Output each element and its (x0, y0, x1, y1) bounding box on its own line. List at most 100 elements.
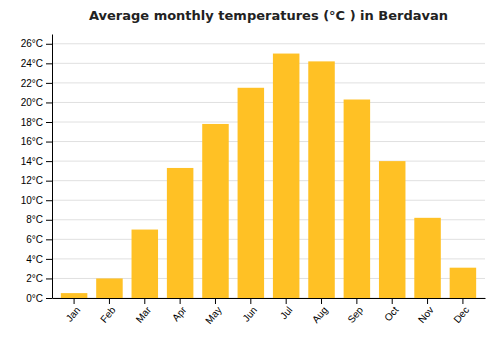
y-tick-mark (46, 298, 52, 299)
y-tick-label: 16°C (21, 136, 43, 147)
y-tick-label: 26°C (21, 38, 43, 49)
y-tick-label: 20°C (21, 97, 43, 108)
grid-line (52, 43, 485, 44)
x-tick-mark (215, 298, 216, 304)
grid-line (52, 122, 485, 123)
x-tick: May (203, 298, 224, 326)
x-tick: Jan (64, 298, 83, 324)
x-tick-mark (427, 298, 428, 304)
grid-line (52, 200, 485, 201)
x-tick: Jun (240, 298, 259, 324)
x-tick: Mar (134, 298, 154, 325)
y-tick-mark (46, 239, 52, 240)
y-tick-label: 2°C (26, 273, 43, 284)
y-tick: 24°C (21, 58, 52, 69)
x-tick-label: Jun (240, 304, 259, 323)
bar (379, 161, 406, 298)
y-tick: 12°C (21, 175, 52, 186)
bars (61, 54, 476, 298)
x-axis-line (53, 298, 486, 299)
x-tick-mark (250, 298, 251, 304)
x-tick: Oct (382, 298, 401, 323)
y-tick: 2°C (26, 273, 52, 284)
x-tick-label: Feb (98, 304, 118, 325)
x-axis: Jan Feb Mar Apr May Jun Jul Aug Sep Oct Nov Dec (53, 298, 486, 326)
bar (167, 168, 194, 298)
x-tick: Aug (310, 298, 330, 325)
y-tick: 26°C (21, 38, 52, 49)
grid-line (52, 180, 485, 181)
x-tick-label: Sep (345, 304, 365, 325)
grid-line (52, 63, 485, 64)
y-tick: 6°C (26, 234, 52, 245)
bar (414, 218, 441, 298)
bar (61, 293, 88, 298)
title: Average monthly temperatures (°C ) in Be… (89, 8, 448, 23)
y-tick-mark (46, 200, 52, 201)
y-tick-label: 18°C (21, 117, 43, 128)
x-tick: Apr (170, 298, 189, 323)
x-tick-mark (74, 298, 75, 304)
y-tick-mark (46, 83, 52, 84)
bar (132, 230, 159, 298)
x-tick: Nov (416, 298, 436, 325)
grid-line (52, 161, 485, 162)
x-tick: Dec (451, 298, 471, 325)
bar (344, 100, 371, 298)
y-tick: 22°C (21, 78, 52, 89)
x-tick-mark (109, 298, 110, 304)
x-tick-label: Apr (170, 304, 189, 324)
y-tick: 18°C (21, 117, 52, 128)
bar (202, 124, 229, 298)
plot: 0°C 2°C 4°C 6°C 8°C 10°C 12°C 14°C 16°C 18°C 20°C 2… (21, 35, 486, 326)
x-tick: Feb (98, 298, 118, 325)
y-tick-label: 22°C (21, 78, 43, 89)
x-tick-label: Nov (416, 304, 436, 325)
y-tick: 0°C (26, 293, 52, 304)
y-tick-mark (46, 102, 52, 103)
x-tick-label: May (203, 304, 224, 326)
y-tick-mark (46, 161, 52, 162)
y-tick-label: 6°C (26, 234, 43, 245)
x-tick-mark (286, 298, 287, 304)
x-tick-label: Mar (134, 304, 154, 325)
y-tick: 20°C (21, 97, 52, 108)
y-tick-mark (46, 44, 52, 45)
y-tick-label: 12°C (21, 175, 43, 186)
grid (52, 44, 485, 298)
x-tick-label: Aug (310, 304, 330, 325)
x-tick-label: Jul (278, 304, 295, 321)
y-axis: 0°C 2°C 4°C 6°C 8°C 10°C 12°C 14°C 16°C 18°C 20°C 2… (21, 35, 53, 304)
x-tick-mark (144, 298, 145, 304)
x-tick-mark (392, 298, 393, 304)
y-tick-mark (46, 259, 52, 260)
x-tick-mark (356, 298, 357, 304)
y-tick: 16°C (21, 136, 52, 147)
y-tick-label: 8°C (26, 214, 43, 225)
y-tick-mark (46, 142, 52, 143)
y-tick: 4°C (26, 254, 52, 265)
x-tick-mark (180, 298, 181, 304)
y-tick-label: 14°C (21, 156, 43, 167)
x-tick-mark (321, 298, 322, 304)
grid-line (52, 102, 485, 103)
bar (238, 88, 265, 298)
y-tick-mark (46, 63, 52, 64)
bar (308, 61, 335, 298)
x-tick: Sep (345, 298, 365, 325)
x-tick-label: Oct (382, 304, 401, 323)
y-tick: 14°C (21, 156, 52, 167)
y-tick-label: 0°C (26, 293, 43, 304)
chart: 0°C 2°C 4°C 6°C 8°C 10°C 12°C 14°C 16°C 18°C 20°C 2… (0, 0, 500, 350)
y-tick: 8°C (26, 214, 52, 225)
y-tick-label: 4°C (26, 254, 43, 265)
bar (450, 268, 477, 298)
chart-container: 0°C 2°C 4°C 6°C 8°C 10°C 12°C 14°C 16°C 18°C 20°C 2… (0, 0, 500, 350)
y-tick-mark (46, 278, 52, 279)
x-tick-label: Jan (64, 304, 83, 323)
y-axis-line (52, 35, 53, 299)
y-tick-mark (46, 122, 52, 123)
y-tick-mark (46, 181, 52, 182)
y-tick: 10°C (21, 195, 52, 206)
grid-line (52, 82, 485, 83)
